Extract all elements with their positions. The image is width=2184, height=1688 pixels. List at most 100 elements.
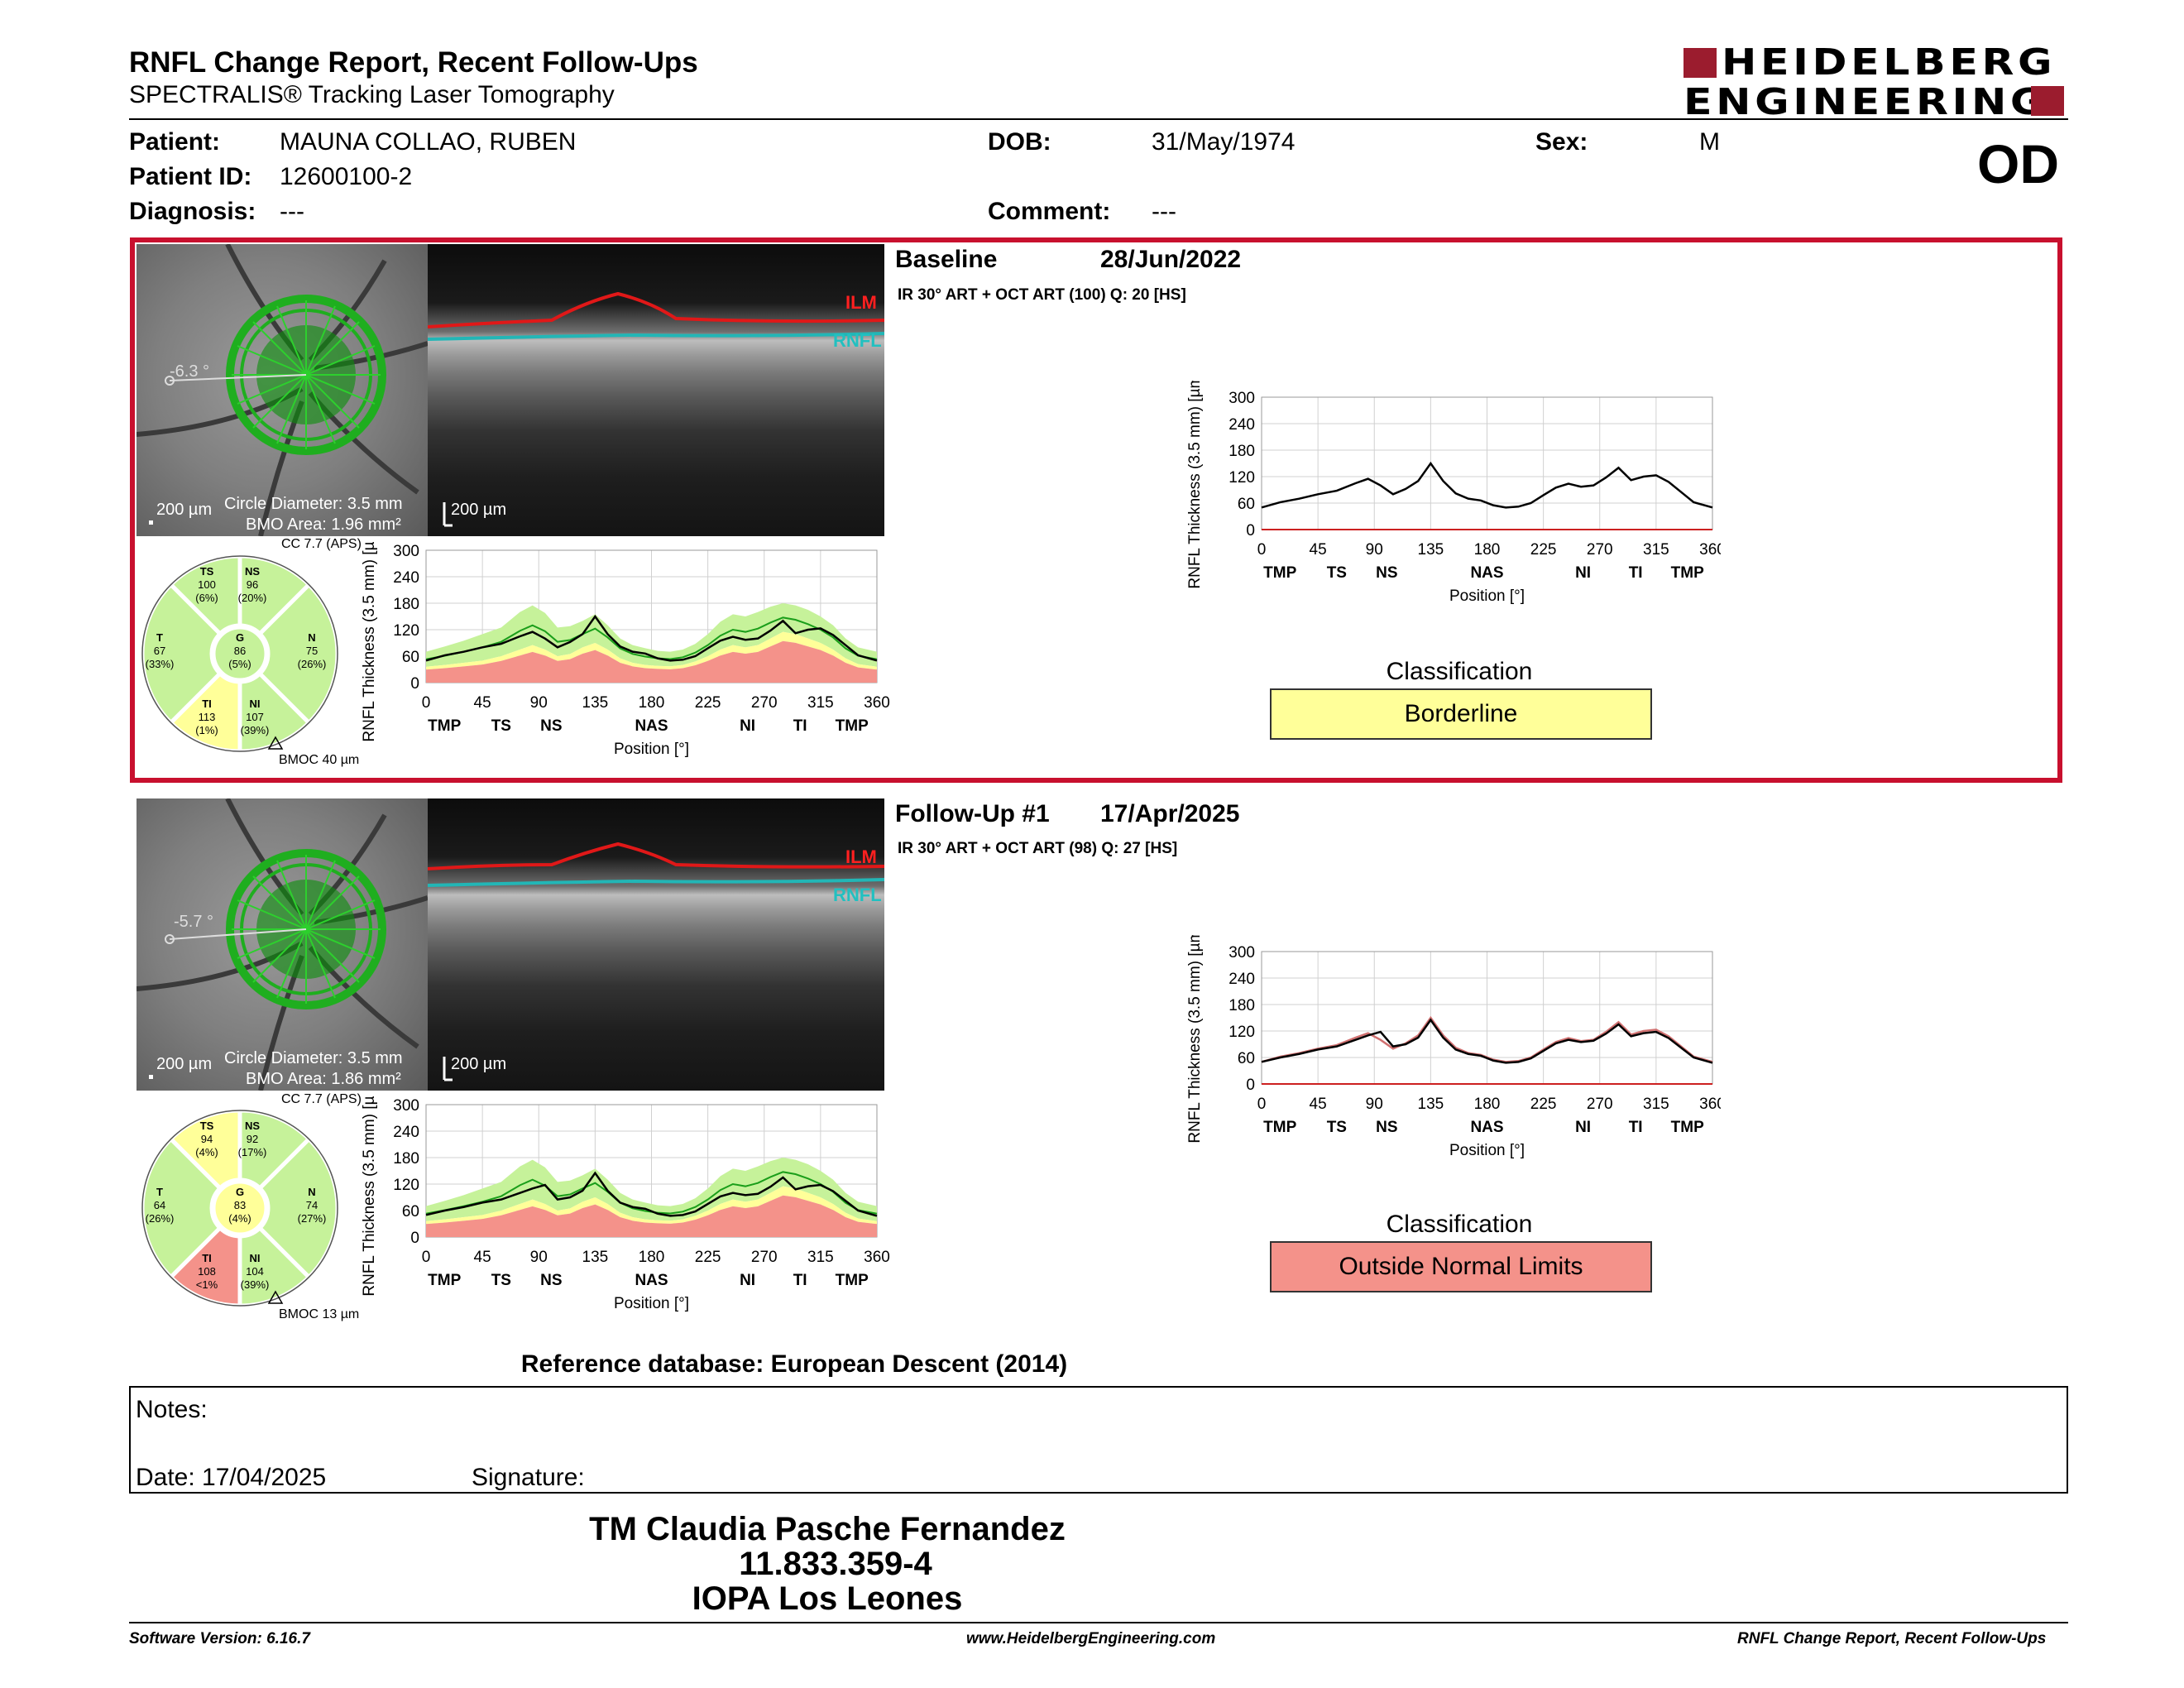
sector-label: NS [540, 1272, 562, 1289]
thickness-series-line [425, 614, 878, 662]
sector-label: NS [540, 717, 562, 735]
followup-sector-chart: TS94(4%)NS92(17%)T64(26%)G83(4%)N74(27%)… [140, 1108, 340, 1308]
fundus-scale: 200 µm [156, 501, 213, 519]
followup-fundus-overlay [136, 798, 428, 1091]
sector-value: 100 [198, 578, 216, 591]
sector-value: 94 [201, 1133, 213, 1145]
bmoc-label: BMOC 40 µm [279, 753, 360, 767]
sector-value: 113 [199, 711, 216, 723]
sector-percentile: (5%) [228, 658, 251, 670]
baseline-oct-bscan[interactable]: ILM RNFL 200 µm [428, 244, 884, 536]
sector-label: TI [793, 717, 807, 735]
followup-fundus-image[interactable]: -5.7 ° 200 µm Circle Diameter: 3.5 mm BM… [136, 798, 428, 1091]
sector-value: 75 [306, 645, 318, 657]
comment-value: --- [1152, 198, 1176, 225]
sector-value: 107 [246, 711, 264, 723]
website-link[interactable]: www.HeidelbergEngineering.com [966, 1630, 1216, 1647]
sector-value: 104 [246, 1265, 264, 1278]
x-axis-label: Position [°] [614, 741, 689, 758]
x-tick-label: 135 [1418, 541, 1444, 559]
x-tick-label: 270 [1587, 541, 1613, 559]
bmo-area: BMO Area: 1.96 mm² [246, 516, 401, 534]
y-tick-label: 240 [1228, 416, 1255, 434]
sector-value: 92 [247, 1133, 258, 1145]
y-axis-label: RNFL Thickness (3.5 mm) [µm] [1186, 381, 1204, 589]
sector-percentile: (20%) [238, 592, 267, 604]
y-tick-label: 180 [393, 596, 419, 613]
x-tick-label: 360 [1699, 541, 1721, 559]
signer-id: 11.833.359-4 [739, 1546, 932, 1582]
x-tick-label: 0 [422, 1249, 431, 1266]
followup-change-chart: 0 60 120 180 240 300 0 45 90 135 180 225 270 315 360 TM… [1186, 935, 1721, 1159]
baseline-highlight-box [130, 237, 2062, 783]
y-tick-label: 0 [1246, 1077, 1255, 1094]
eye-indicator: OD [1977, 133, 2059, 194]
rnfl-label: RNFL [833, 330, 882, 351]
y-tick-label: 240 [1228, 971, 1255, 988]
followup-oct-layers [428, 842, 884, 1081]
followup-oct-bscan[interactable]: ILM RNFL 200 µm [428, 798, 884, 1091]
thickness-series-line [1261, 1018, 1713, 1064]
x-tick-label: 90 [530, 694, 548, 712]
y-tick-label: 60 [402, 1203, 419, 1220]
x-tick-label: 315 [807, 1249, 834, 1266]
sector-percentile: (6%) [195, 592, 218, 604]
x-tick-label: 135 [1418, 1096, 1444, 1113]
x-axis-label: Position [°] [614, 1295, 689, 1312]
baseline-oct-layers [428, 291, 884, 527]
notes-label: Notes: [136, 1396, 208, 1423]
sector-label: NAS [635, 1272, 668, 1289]
sector-label: G [236, 1186, 244, 1198]
sector-label: TI [1629, 564, 1643, 582]
x-tick-label: 180 [1474, 1096, 1501, 1113]
classification-label: Classification [1386, 658, 1533, 685]
y-tick-label: 300 [1228, 944, 1255, 961]
baseline-fundus-image[interactable]: -6.3 ° 200 µm Circle Diameter: 3.5 mm BM… [136, 244, 428, 536]
baseline-date: 28/Jun/2022 [1100, 246, 1242, 273]
rnfl-label: RNFL [833, 885, 882, 905]
sector-percentile: (26%) [146, 1212, 175, 1225]
x-tick-label: 360 [1699, 1096, 1721, 1113]
cc-label: CC 7.7 (APS) [281, 1092, 362, 1106]
sector-label: TMP [428, 1272, 461, 1289]
patient-label: Patient: [129, 128, 221, 156]
normal-band [426, 603, 877, 667]
cc-label: CC 7.7 (APS) [281, 537, 362, 551]
baseline-change-chart: 0 60 120 180 240 300 0 45 90 135 180 225 270 315 360 TM… [1186, 381, 1721, 605]
x-tick-label: 45 [1310, 541, 1327, 559]
sector-value: 74 [306, 1199, 318, 1211]
sector-label: NS [245, 565, 260, 578]
circle-diameter: Circle Diameter: 3.5 mm [224, 495, 403, 513]
reference-database: Reference database: European Descent (20… [520, 1350, 1068, 1378]
sector-label: TI [793, 1272, 807, 1289]
sector-label: TS [1327, 564, 1347, 582]
x-tick-label: 90 [1366, 541, 1383, 559]
notes-box[interactable]: Notes: Date: 17/04/2025 Signature: [129, 1386, 2068, 1494]
sector-label: N [308, 1186, 315, 1198]
sector-percentile: (27%) [298, 1212, 327, 1225]
x-tick-label: 90 [530, 1249, 548, 1266]
fundus-angle: -6.3 ° [170, 362, 210, 381]
sector-label: T [156, 631, 163, 644]
logo-square-top [1684, 48, 1717, 78]
y-tick-label: 120 [1228, 469, 1255, 487]
sector-label: NAS [635, 717, 668, 735]
sector-label: NI [1575, 564, 1591, 582]
sector-label: TS [1327, 1119, 1347, 1136]
sector-label: NI [740, 717, 755, 735]
sector-label: NS [1376, 564, 1397, 582]
sector-label: G [236, 631, 244, 644]
logo-text-line2: ENGINEERING [1684, 81, 2049, 123]
x-tick-label: 45 [474, 1249, 491, 1266]
classification-label: Classification [1386, 1211, 1533, 1238]
circle-diameter: Circle Diameter: 3.5 mm [224, 1049, 403, 1067]
y-tick-label: 180 [1228, 997, 1255, 1014]
report-name-footer: RNFL Change Report, Recent Follow-Ups [1737, 1630, 2047, 1647]
sector-label: NAS [1470, 564, 1503, 582]
x-tick-label: 315 [1643, 1096, 1669, 1113]
followup-classification: Outside Normal Limits [1270, 1241, 1652, 1292]
delta-icon [267, 1290, 284, 1304]
x-tick-label: 0 [422, 694, 431, 712]
sector-label: TMP [1671, 564, 1704, 582]
